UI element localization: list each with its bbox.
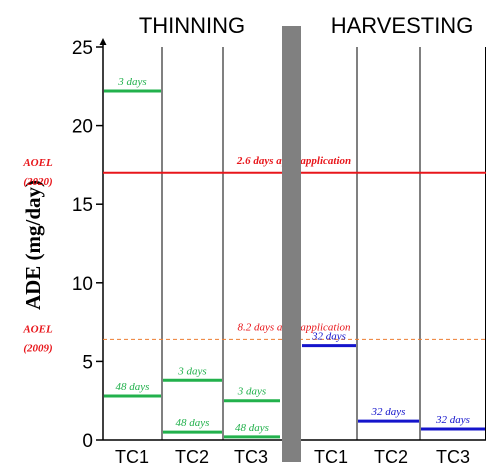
data-label: 3 days: [177, 365, 206, 377]
y-tick-label: 5: [82, 352, 93, 373]
x-category-label: TC3: [234, 447, 268, 465]
data-label: 32 days: [311, 331, 346, 343]
data-label: 48 days: [235, 422, 269, 434]
x-category-label: TC1: [314, 447, 348, 465]
y-tick-label: 20: [72, 117, 93, 138]
x-category-label: TC2: [175, 447, 209, 465]
y-tick-label: 0: [82, 431, 93, 452]
data-label: 3 days: [237, 386, 266, 398]
reference-label: AOEL: [22, 157, 53, 169]
data-label: 32 days: [371, 406, 406, 418]
data-label: 3 days: [117, 76, 146, 88]
reference-label: (2009): [23, 342, 52, 354]
group-divider: [282, 26, 301, 462]
y-axis-title: ADE (mg/day): [21, 180, 45, 310]
y-axis-arrow: [99, 38, 107, 45]
y-tick-label: 10: [72, 274, 93, 295]
data-label: 32 days: [435, 414, 470, 426]
reference-label: AOEL: [22, 323, 53, 335]
x-category-label: TC2: [374, 447, 408, 465]
y-tick-label: 25: [72, 38, 93, 59]
data-label: 48 days: [176, 417, 210, 429]
group-header: HARVESTING: [331, 13, 474, 38]
y-tick-label: 15: [72, 195, 93, 216]
data-label: 48 days: [116, 381, 150, 393]
reference-label: (2020): [23, 176, 52, 188]
x-category-label: TC3: [436, 447, 470, 465]
x-category-label: TC1: [115, 447, 149, 465]
group-header: THINNING: [139, 13, 245, 38]
